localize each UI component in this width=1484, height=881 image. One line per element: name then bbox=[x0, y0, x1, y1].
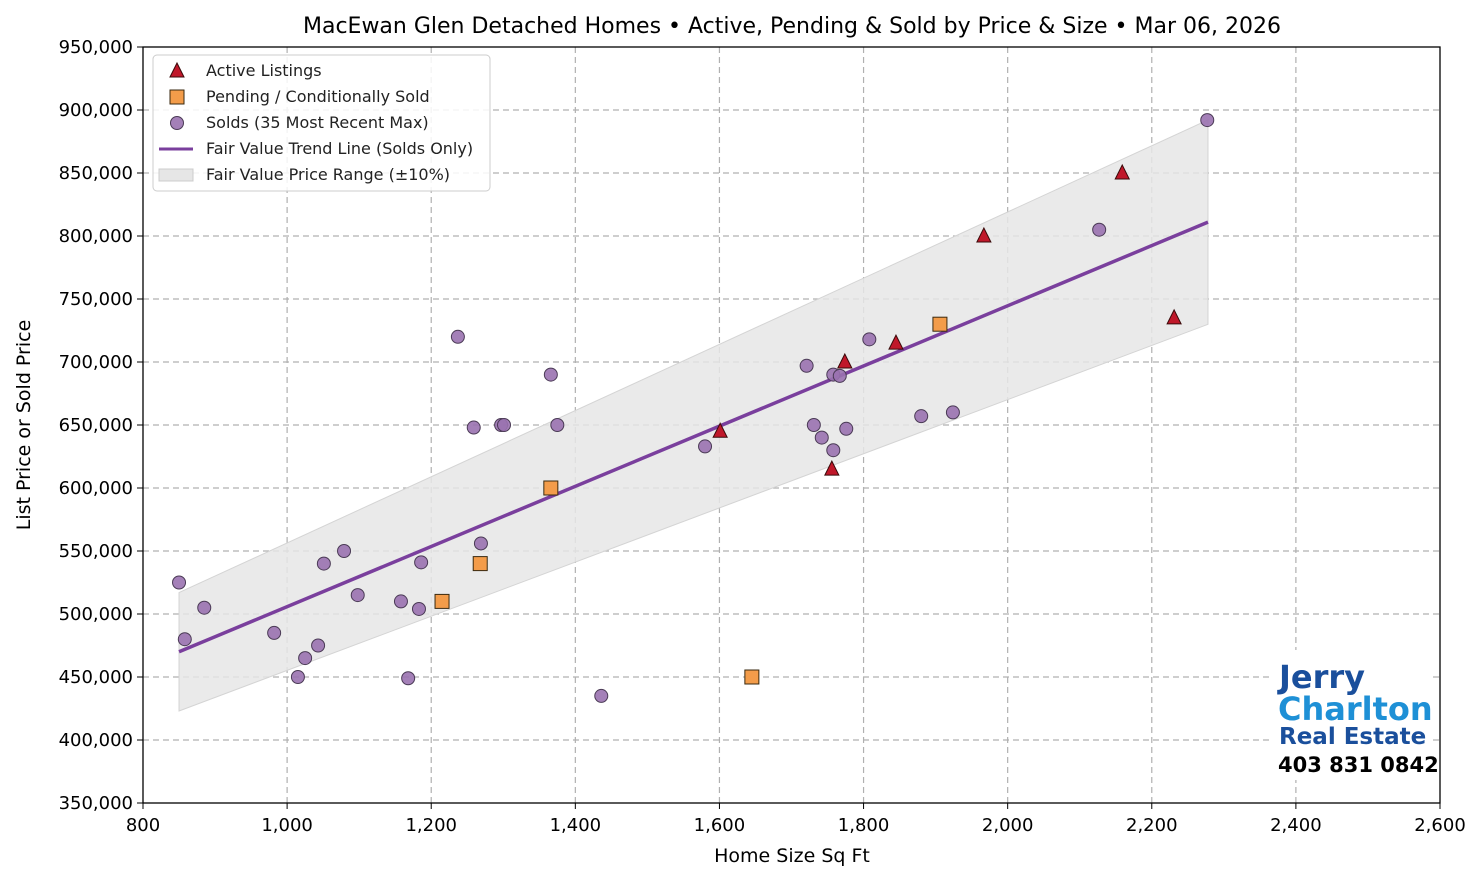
active-point bbox=[1166, 308, 1182, 325]
sold-point bbox=[401, 671, 416, 686]
legend-label: Fair Value Trend Line (Solds Only) bbox=[206, 139, 473, 158]
x-tick-label: 800 bbox=[126, 815, 160, 836]
legend-marker-triangle bbox=[169, 61, 185, 78]
fair-value-band-area bbox=[178, 119, 1209, 712]
sold-point bbox=[414, 555, 429, 570]
x-tick-label: 2,000 bbox=[982, 815, 1034, 836]
y-tick-label: 650,000 bbox=[59, 415, 133, 436]
legend-band bbox=[158, 168, 194, 182]
active-point bbox=[824, 459, 840, 476]
sold-point bbox=[267, 625, 282, 640]
sold-point bbox=[862, 332, 877, 347]
y-tick-label: 350,000 bbox=[59, 793, 133, 814]
pending-point bbox=[434, 593, 450, 609]
points bbox=[172, 113, 1215, 703]
sold-point bbox=[698, 439, 713, 454]
x-tick-label: 1,000 bbox=[261, 815, 313, 836]
pending-point bbox=[543, 480, 559, 496]
x-tick-label: 1,800 bbox=[838, 815, 890, 836]
active-point bbox=[976, 226, 992, 243]
x-tick-label: 2,600 bbox=[1414, 815, 1466, 836]
x-tick-label: 2,200 bbox=[1126, 815, 1178, 836]
sold-point bbox=[466, 420, 481, 435]
active-point bbox=[1114, 163, 1131, 180]
logo-jerry: Jerry bbox=[1277, 658, 1365, 696]
sold-point bbox=[411, 601, 426, 616]
sold-point bbox=[1200, 113, 1215, 128]
legend-label: Fair Value Price Range (±10%) bbox=[206, 165, 450, 184]
axis-ticks: 800 1,000 1,200 1,400 1,600 1,800 2,000 2,200 2,… bbox=[59, 37, 1466, 836]
y-tick-label: 550,000 bbox=[59, 541, 133, 562]
sold-point bbox=[799, 358, 814, 373]
sold-point bbox=[197, 600, 212, 615]
x-tick-label: 2,400 bbox=[1270, 815, 1322, 836]
x-tick-label: 1,200 bbox=[405, 815, 457, 836]
pending-point bbox=[932, 316, 948, 332]
x-tick-label: 1,400 bbox=[550, 815, 602, 836]
trend-line-group bbox=[178, 220, 1209, 654]
chart-title: MacEwan Glen Detached Homes • Active, Pe… bbox=[303, 14, 1281, 39]
sold-point bbox=[350, 588, 365, 603]
sold-point bbox=[914, 409, 929, 424]
legend-label: Active Listings bbox=[206, 61, 322, 80]
sold-point bbox=[177, 632, 192, 647]
sold-point bbox=[814, 430, 829, 445]
x-tick-label: 1,600 bbox=[694, 815, 746, 836]
y-tick-label: 500,000 bbox=[59, 604, 133, 625]
legend: Active Listings Pending / Conditionally S… bbox=[152, 54, 491, 192]
y-tick-label: 600,000 bbox=[59, 478, 133, 499]
y-tick-label: 850,000 bbox=[59, 163, 133, 184]
sold-point bbox=[826, 443, 841, 458]
sold-point bbox=[594, 688, 609, 703]
logo-phone: 403 831 0842 bbox=[1278, 753, 1439, 777]
y-tick-label: 800,000 bbox=[59, 226, 133, 247]
y-tick-label: 400,000 bbox=[59, 730, 133, 751]
active-point bbox=[712, 422, 728, 438]
sold-point bbox=[393, 594, 408, 609]
y-axis-label: List Price or Sold Price bbox=[13, 320, 35, 531]
sold-point bbox=[832, 368, 847, 383]
sold-point bbox=[290, 670, 305, 684]
sold-point bbox=[298, 651, 313, 666]
sold-point bbox=[450, 329, 465, 344]
fair-value-trend-line bbox=[178, 220, 1209, 654]
y-tick-label: 950,000 bbox=[59, 37, 133, 58]
x-axis-label: Home Size Sq Ft bbox=[714, 845, 870, 867]
legend-marker-square bbox=[169, 89, 185, 105]
sold-point bbox=[337, 544, 352, 558]
pending-point bbox=[744, 669, 760, 685]
y-tick-label: 750,000 bbox=[59, 289, 133, 310]
sold-point bbox=[945, 405, 960, 420]
sold-point bbox=[311, 638, 326, 653]
sold-point bbox=[316, 556, 331, 571]
fair-value-band bbox=[178, 119, 1209, 712]
y-tick-label: 900,000 bbox=[59, 100, 133, 121]
sold-point bbox=[550, 418, 565, 432]
legend-label: Solds (35 Most Recent Max) bbox=[206, 113, 429, 132]
y-tick-label: 700,000 bbox=[59, 352, 133, 373]
logo: Jerry Charlton Real Estate 403 831 0842 bbox=[1272, 650, 1439, 780]
sold-point bbox=[496, 418, 511, 432]
logo-charlton: Charlton bbox=[1278, 690, 1433, 728]
sold-point bbox=[1092, 222, 1107, 237]
legend-label: Pending / Conditionally Sold bbox=[206, 87, 430, 106]
logo-real-estate: Real Estate bbox=[1279, 724, 1426, 750]
sold-point bbox=[806, 418, 821, 432]
sold-point bbox=[543, 367, 558, 382]
active-point bbox=[837, 352, 853, 369]
sold-point bbox=[172, 575, 187, 590]
sold-point bbox=[839, 421, 854, 436]
legend-marker-circle bbox=[170, 116, 184, 130]
active-point bbox=[888, 333, 904, 350]
pending-point bbox=[472, 556, 488, 572]
sold-point bbox=[473, 536, 488, 551]
y-tick-label: 450,000 bbox=[59, 667, 133, 688]
